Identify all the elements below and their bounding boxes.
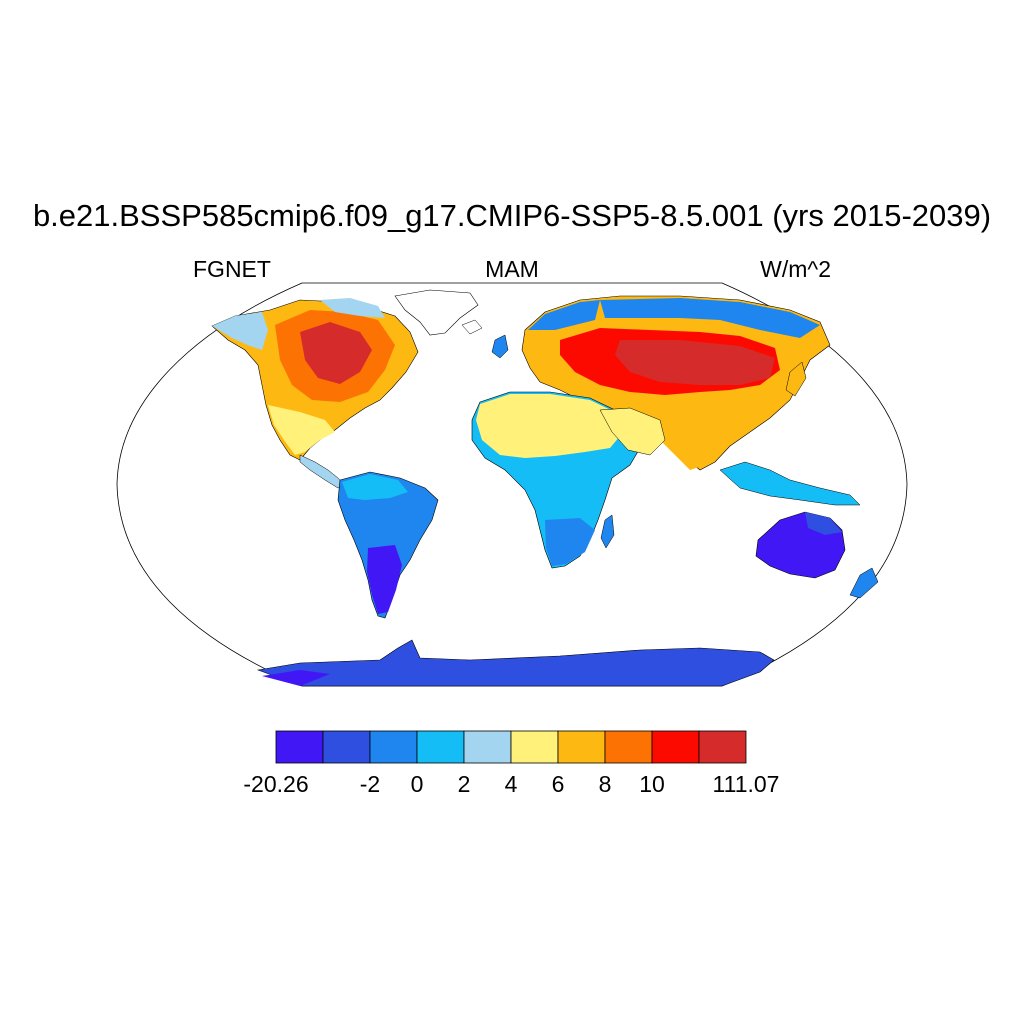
colorbar-boxes: [275, 730, 747, 764]
south-america-north: [342, 474, 408, 500]
north-america-hot: [300, 322, 372, 384]
colorbar-tick-label: 8: [599, 771, 612, 797]
british-isles: [491, 334, 509, 359]
variable-label: FGNET: [193, 256, 271, 282]
north-america-south: [268, 405, 335, 455]
africa-south: [545, 518, 595, 566]
madagascar: [600, 514, 615, 549]
colorbar-tick-label: 10: [639, 771, 665, 797]
north-america-west: [212, 312, 268, 350]
japan: [785, 361, 807, 397]
colorbar-box: [510, 730, 559, 764]
colorbar-tick-label: 0: [411, 771, 424, 797]
antarctica-edge: [262, 670, 330, 686]
south-america-south: [367, 545, 402, 614]
arabia: [599, 407, 666, 456]
siberia-north: [600, 298, 820, 338]
asia-hottest: [615, 340, 775, 385]
colorbar-box: [369, 730, 418, 764]
units-label: W/m^2: [760, 256, 831, 282]
colorbar-box: [275, 730, 324, 764]
greenland: [394, 289, 479, 336]
colorbar-box: [557, 730, 606, 764]
africa-north: [476, 394, 625, 458]
colorbar-tick-label: 4: [505, 771, 518, 797]
colorbar-box: [463, 730, 512, 764]
australia-edge: [805, 512, 842, 535]
colorbar-box: [698, 730, 747, 764]
colorbar-box: [604, 730, 653, 764]
plot-title: b.e21.BSSP585cmip6.f09_g17.CMIP6-SSP5-8.…: [32, 198, 992, 233]
colorbar-labels: -20.26 -2 0 2 4 6 8 10 111.07: [243, 771, 779, 797]
europe-north: [528, 300, 600, 330]
colorbar-tick-label: 2: [458, 771, 471, 797]
iceland: [461, 319, 483, 335]
colorbar-tick-label: -20.26: [243, 771, 308, 797]
season-label: MAM: [485, 256, 539, 282]
southeast-asia: [719, 461, 861, 506]
colorbar-tick-label: 111.07: [713, 771, 780, 797]
colorbar-tick-label: -2: [360, 771, 380, 797]
colorbar-tick-label: 6: [552, 771, 565, 797]
new-zealand: [849, 567, 879, 599]
colorbar-box: [651, 730, 700, 764]
canada-north: [320, 298, 385, 318]
colorbar-box: [416, 730, 465, 764]
colorbar-box: [322, 730, 371, 764]
antarctica: [256, 639, 775, 687]
